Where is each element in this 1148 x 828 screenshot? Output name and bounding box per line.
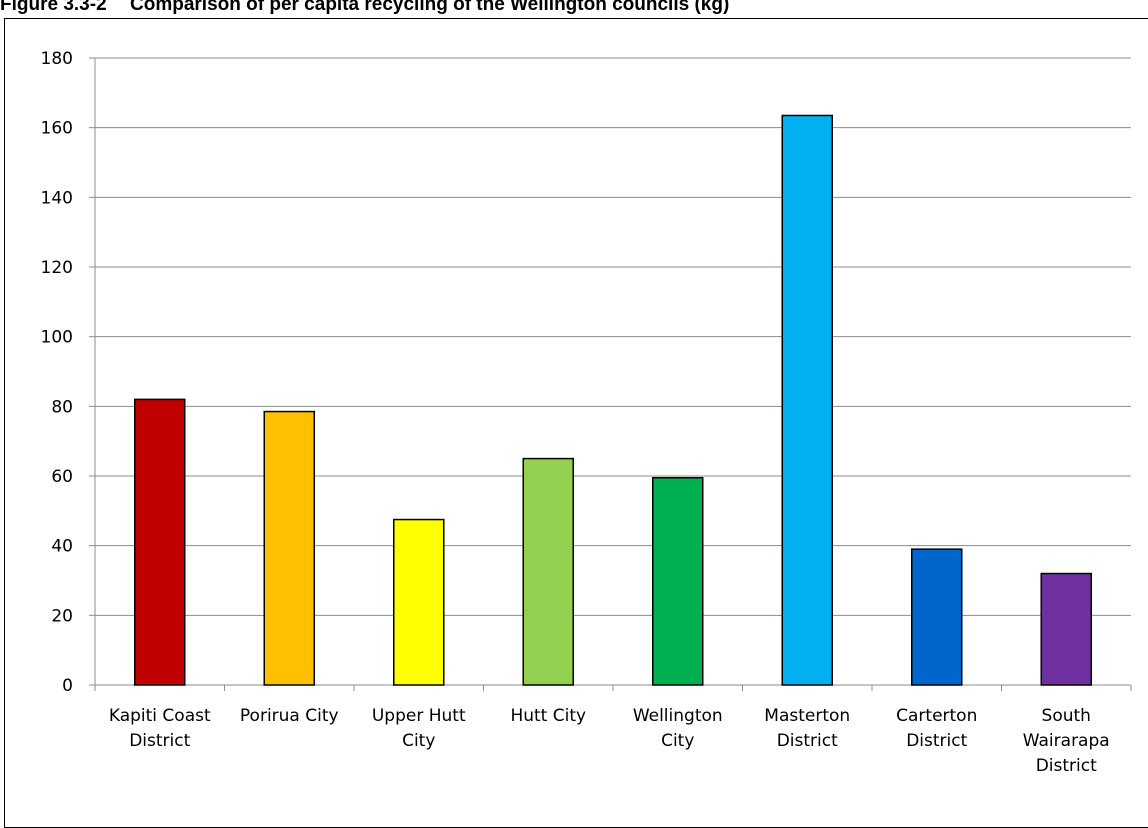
y-tick-label: 160 <box>41 119 73 139</box>
y-tick-label: 120 <box>41 258 73 278</box>
y-tick-label: 0 <box>62 676 73 696</box>
x-category-label-line: District <box>1036 756 1097 776</box>
x-category-label-line: Carterton <box>896 706 977 726</box>
x-category-label: Wellington City <box>633 706 723 751</box>
x-category-label: Hutt City <box>510 706 586 726</box>
x-category-label: Porirua City <box>240 706 339 726</box>
x-category-label-line: Masterton <box>764 706 850 726</box>
bar <box>652 476 704 686</box>
y-tick-label: 40 <box>51 537 73 557</box>
bar <box>522 457 574 686</box>
x-category-label-line: City <box>661 731 694 751</box>
x-category-label-line: Porirua City <box>240 706 339 726</box>
x-category-label-line: District <box>129 731 190 751</box>
x-category-label-line: South <box>1042 706 1091 726</box>
x-category-label: Carterton District <box>896 706 977 751</box>
x-category-label-line: City <box>402 731 435 751</box>
figure-caption: Figure 3.3-2 Comparison of per capita rec… <box>0 0 1148 16</box>
x-category-label-line: Kapiti Coast <box>109 706 211 726</box>
x-category-label: South Wairarapa District <box>1023 706 1110 776</box>
bar <box>911 548 963 686</box>
x-category-label-line: District <box>777 731 838 751</box>
y-tick-label: 80 <box>51 397 73 417</box>
y-tick-label: 140 <box>41 188 73 208</box>
x-category-label-line: Hutt City <box>510 706 586 726</box>
bar <box>263 410 315 686</box>
x-category-label-line: Upper Hutt <box>372 706 466 726</box>
y-tick-label: 20 <box>51 606 73 626</box>
y-tick-label: 100 <box>41 328 73 348</box>
x-category-label: Upper Hutt City <box>372 706 466 751</box>
bar <box>393 518 445 686</box>
x-category-label: Kapiti Coast District <box>109 706 211 751</box>
bar <box>781 114 833 686</box>
bar <box>134 398 186 686</box>
x-category-label: Masterton District <box>764 706 850 751</box>
figure-title: Comparison of per capita recycling of th… <box>130 0 730 15</box>
x-category-label-line: District <box>906 731 967 751</box>
x-category-label-line: Wairarapa <box>1023 731 1110 751</box>
x-category-label-line: Wellington <box>633 706 723 726</box>
figure-number: Figure 3.3-2 <box>0 0 107 15</box>
y-tick-label: 180 <box>41 49 73 69</box>
y-tick-label: 60 <box>51 467 73 487</box>
bar <box>1040 572 1092 686</box>
